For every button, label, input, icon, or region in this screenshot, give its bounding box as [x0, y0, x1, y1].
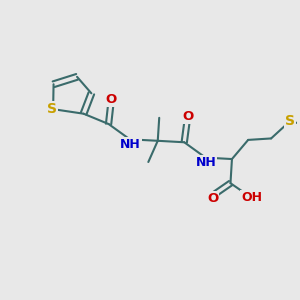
- Text: NH: NH: [120, 138, 141, 151]
- Text: OH: OH: [242, 191, 262, 204]
- Text: O: O: [182, 110, 194, 123]
- Text: O: O: [207, 192, 218, 205]
- Text: S: S: [47, 102, 57, 116]
- Text: O: O: [105, 93, 117, 106]
- Text: NH: NH: [196, 156, 216, 170]
- Text: S: S: [285, 114, 295, 128]
